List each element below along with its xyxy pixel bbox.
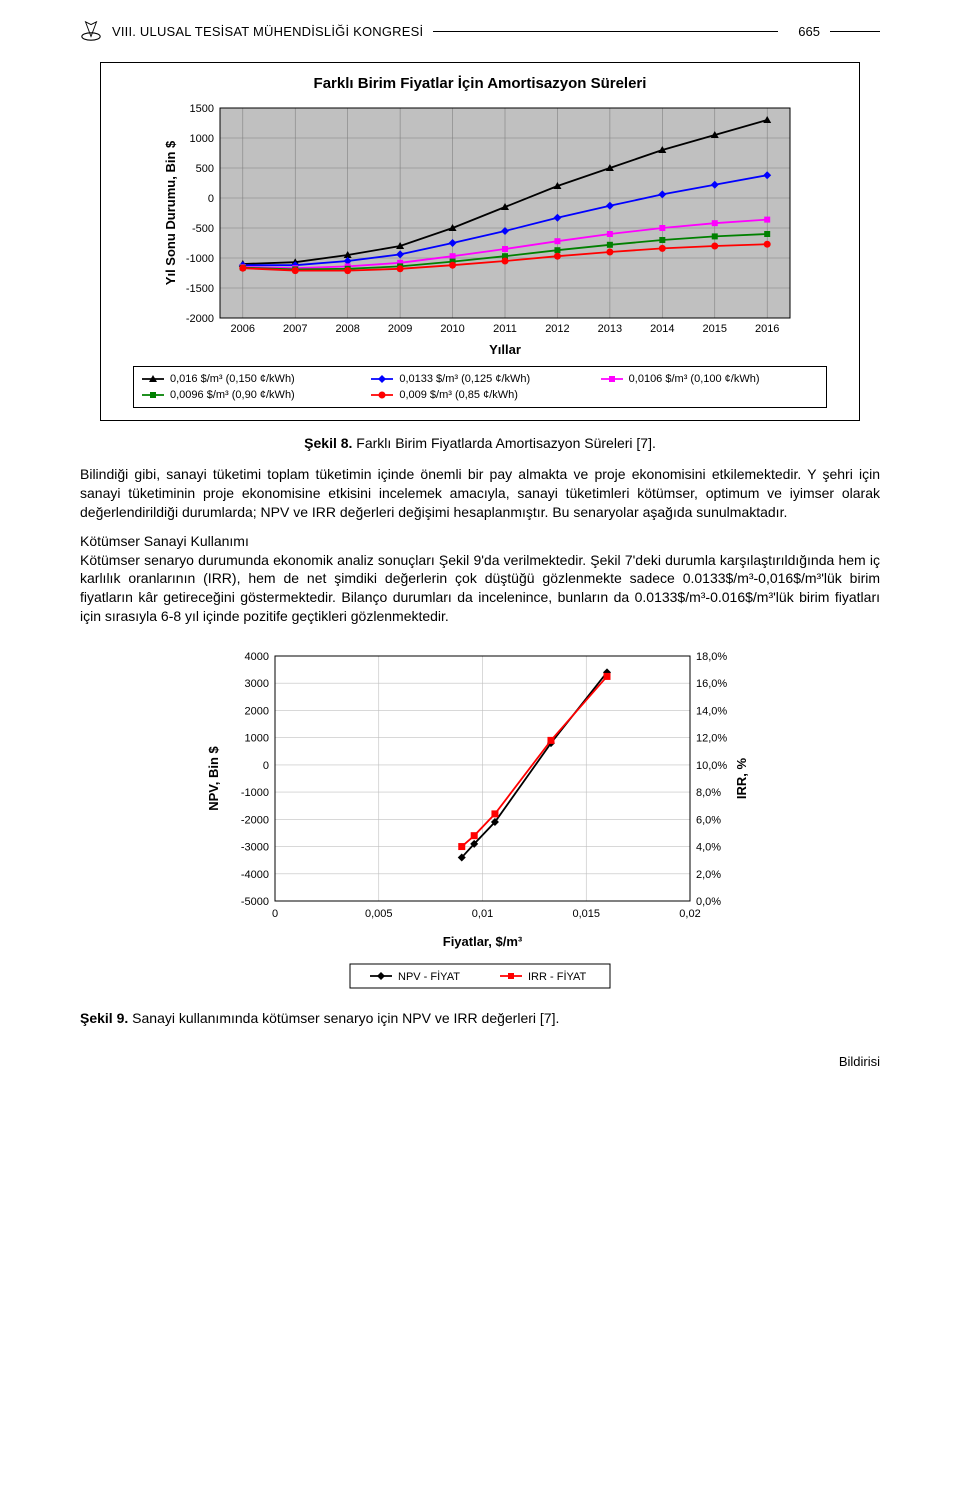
chart2-legend: NPV - FİYAT IRR - FİYAT — [200, 956, 760, 996]
svg-text:0,0%: 0,0% — [696, 896, 721, 908]
legend-label: 0,009 $/m³ (0,85 ¢/kWh) — [399, 389, 518, 401]
paragraph-1: Bilindiği gibi, sanayi tüketimi toplam t… — [80, 465, 880, 522]
svg-text:2016: 2016 — [755, 323, 779, 335]
svg-text:1000: 1000 — [245, 733, 269, 745]
svg-text:2008: 2008 — [335, 323, 359, 335]
svg-text:0,02: 0,02 — [679, 908, 700, 920]
chart1-frame: Farklı Birim Fiyatlar İçin Amortisazyon … — [100, 62, 860, 421]
svg-text:0,015: 0,015 — [572, 908, 600, 920]
svg-text:Yıllar: Yıllar — [489, 342, 521, 357]
page-number: 665 — [798, 24, 820, 39]
svg-text:-2000: -2000 — [186, 313, 214, 325]
header-divider — [433, 31, 778, 32]
svg-text:Fiyatlar, $/m³: Fiyatlar, $/m³ — [443, 934, 523, 949]
header-title: VIII. ULUSAL TESİSAT MÜHENDİSLİĞİ KONGRE… — [112, 24, 423, 39]
chart1: -2000 -1500 -1000 -500 0 500 1000 1500 2006 2007 2… — [160, 98, 800, 358]
svg-text:2009: 2009 — [388, 323, 412, 335]
svg-text:2015: 2015 — [703, 323, 727, 335]
svg-text:-3000: -3000 — [241, 842, 269, 854]
svg-text:10,0%: 10,0% — [696, 760, 727, 772]
legend-label: 0,016 $/m³ (0,150 ¢/kWh) — [170, 373, 295, 385]
svg-text:-1000: -1000 — [186, 253, 214, 265]
svg-text:-1500: -1500 — [186, 283, 214, 295]
caption1-bold: Şekil 8. — [304, 435, 352, 451]
svg-text:-5000: -5000 — [241, 896, 269, 908]
page-header: VIII. ULUSAL TESİSAT MÜHENDİSLİĞİ KONGRE… — [80, 20, 880, 42]
svg-text:2011: 2011 — [493, 323, 517, 335]
svg-text:Yıl Sonu Durumu, Bin $: Yıl Sonu Durumu, Bin $ — [163, 140, 178, 285]
chart1-title: Farklı Birim Fiyatlar İçin Amortisazyon … — [113, 75, 847, 92]
svg-text:2012: 2012 — [545, 323, 569, 335]
svg-text:2010: 2010 — [440, 323, 464, 335]
caption2-bold: Şekil 9. — [80, 1010, 128, 1026]
svg-text:NPV, Bin $: NPV, Bin $ — [206, 746, 221, 811]
svg-text:2,0%: 2,0% — [696, 869, 721, 881]
paragraph-2: Kötümser Sanayi Kullanımı Kötümser senar… — [80, 532, 880, 626]
caption2: Şekil 9. Sanayi kullanımında kötümser se… — [80, 1010, 880, 1026]
svg-text:1000: 1000 — [190, 133, 214, 145]
svg-text:-2000: -2000 — [241, 814, 269, 826]
paragraph-2-title: Kötümser Sanayi Kullanımı — [80, 533, 249, 549]
svg-text:1500: 1500 — [190, 103, 214, 115]
svg-text:6,0%: 6,0% — [696, 814, 721, 826]
legend-item: 0,0133 $/m³ (0,125 ¢/kWh) — [371, 373, 588, 385]
caption2-text: Sanayi kullanımında kötümser senaryo içi… — [128, 1010, 559, 1026]
logo-icon — [80, 20, 102, 42]
svg-text:4000: 4000 — [245, 651, 269, 663]
svg-text:-4000: -4000 — [241, 869, 269, 881]
header-divider-right — [830, 31, 880, 32]
legend-label: 0,0106 $/m³ (0,100 ¢/kWh) — [629, 373, 760, 385]
legend-item: 0,016 $/m³ (0,150 ¢/kWh) — [142, 373, 359, 385]
footer-right: Bildirisi — [80, 1054, 880, 1069]
svg-text:500: 500 — [196, 163, 214, 175]
chart1-legend: 0,016 $/m³ (0,150 ¢/kWh) 0,0133 $/m³ (0,1… — [133, 366, 827, 408]
svg-text:IRR, %: IRR, % — [734, 758, 749, 800]
svg-text:2013: 2013 — [598, 323, 622, 335]
legend-label: 0,0133 $/m³ (0,125 ¢/kWh) — [399, 373, 530, 385]
svg-text:0,005: 0,005 — [365, 908, 393, 920]
svg-text:2014: 2014 — [650, 323, 674, 335]
legend-item: 0,0096 $/m³ (0,90 ¢/kWh) — [142, 389, 359, 401]
paragraph-2-body: Kötümser senaryo durumunda ekonomik anal… — [80, 552, 880, 625]
svg-text:12,0%: 12,0% — [696, 733, 727, 745]
svg-text:-1000: -1000 — [241, 787, 269, 799]
caption1-text: Farklı Birim Fiyatlarda Amortisazyon Sür… — [352, 435, 655, 451]
chart2-frame: -5000 -4000 -3000 -2000 -1000 0 1000 2000 3000 40… — [180, 646, 780, 996]
svg-text:2007: 2007 — [283, 323, 307, 335]
svg-text:3000: 3000 — [245, 678, 269, 690]
svg-text:NPV - FİYAT: NPV - FİYAT — [398, 970, 460, 983]
caption1: Şekil 8. Farklı Birim Fiyatlarda Amortis… — [80, 435, 880, 451]
svg-text:IRR - FİYAT: IRR - FİYAT — [528, 970, 587, 983]
svg-text:18,0%: 18,0% — [696, 651, 727, 663]
svg-text:4,0%: 4,0% — [696, 842, 721, 854]
svg-text:2006: 2006 — [231, 323, 255, 335]
chart2: -5000 -4000 -3000 -2000 -1000 0 1000 2000 3000 40… — [200, 646, 760, 956]
legend-item: 0,0106 $/m³ (0,100 ¢/kWh) — [601, 373, 818, 385]
legend-item: 0,009 $/m³ (0,85 ¢/kWh) — [371, 389, 588, 401]
svg-text:0,01: 0,01 — [472, 908, 493, 920]
svg-text:8,0%: 8,0% — [696, 787, 721, 799]
svg-text:2000: 2000 — [245, 706, 269, 718]
legend-label: 0,0096 $/m³ (0,90 ¢/kWh) — [170, 389, 295, 401]
svg-text:0: 0 — [263, 760, 269, 772]
svg-text:0: 0 — [272, 908, 278, 920]
svg-text:16,0%: 16,0% — [696, 678, 727, 690]
svg-text:-500: -500 — [192, 223, 214, 235]
svg-text:14,0%: 14,0% — [696, 706, 727, 718]
svg-text:0: 0 — [208, 193, 214, 205]
